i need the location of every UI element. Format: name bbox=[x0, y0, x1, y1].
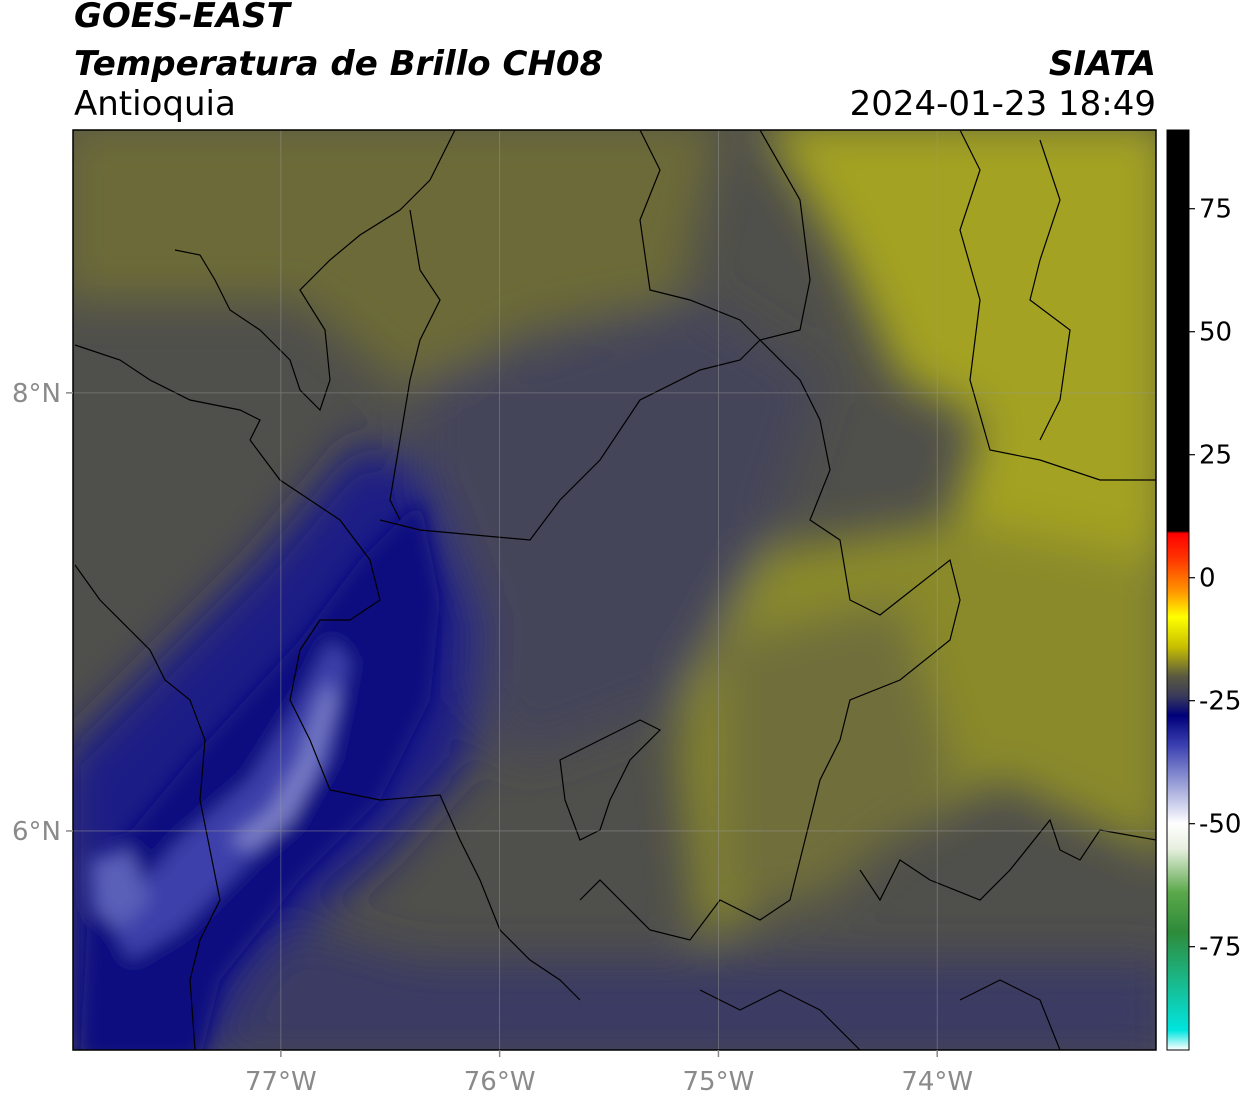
colorbar-tick-label: -25 bbox=[1199, 687, 1241, 717]
field-navy-south bbox=[73, 863, 1156, 1050]
colorbar-tick-label: 0 bbox=[1199, 564, 1216, 594]
border-antioquia-east bbox=[579, 339, 961, 941]
border-medellin-area bbox=[559, 719, 662, 841]
temperature-field bbox=[73, 130, 1156, 1050]
colorbar-tick-label: 75 bbox=[1199, 195, 1232, 225]
region-label: Antioquia bbox=[74, 84, 236, 124]
satellite-title: GOES-EAST bbox=[74, 0, 290, 36]
coastline-caribbean bbox=[74, 130, 456, 441]
colorbar-tick-label: 25 bbox=[1199, 441, 1232, 471]
datetime-label: 2024-01-23 18:49 bbox=[849, 84, 1156, 124]
colorbar-tick-label: 50 bbox=[1199, 318, 1232, 348]
lon-tick-label: 76°W bbox=[464, 1067, 536, 1097]
agency-label: SIATA bbox=[1048, 44, 1156, 84]
lat-tick-label: 8°N bbox=[12, 379, 61, 409]
border-antioquia-west bbox=[249, 439, 581, 1001]
colorbar-scale bbox=[1167, 130, 1189, 1050]
field-grey-central bbox=[420, 300, 820, 760]
field-coldest-streak bbox=[230, 680, 335, 850]
field-cold-west-edge bbox=[90, 850, 150, 930]
lon-tick-label: 74°W bbox=[901, 1067, 973, 1097]
lon-tick-label: 77°W bbox=[245, 1067, 317, 1097]
borders-coastlines bbox=[74, 130, 1156, 1050]
colorbar-tick-label: -50 bbox=[1199, 810, 1241, 840]
lon-tick-label: 75°W bbox=[683, 1067, 755, 1097]
coastline-pacific bbox=[74, 564, 221, 1050]
gridlines bbox=[73, 130, 1156, 1050]
border-antioquia-north bbox=[379, 339, 761, 541]
border-north-region bbox=[389, 130, 811, 521]
border-east-region bbox=[959, 130, 1156, 481]
map-frame bbox=[72, 129, 1157, 1051]
lat-tick-label: 6°N bbox=[12, 817, 61, 847]
field-cold-cloud-core bbox=[110, 640, 350, 960]
colorbar-ticks: 75 50 25 0 -25 -50 -75 bbox=[1189, 195, 1241, 963]
colorbar-tick-label: -75 bbox=[1199, 933, 1241, 963]
colorbar-frame bbox=[1166, 129, 1190, 1051]
field-olive-north bbox=[73, 130, 718, 400]
field-olive-southeast bbox=[720, 600, 960, 900]
longitude-axis: 77°W 76°W 75°W 74°W bbox=[245, 1050, 973, 1097]
product-title: Temperatura de Brillo CH08 bbox=[74, 44, 604, 84]
border-south-region bbox=[699, 818, 1156, 1050]
field-yellow-northeast bbox=[766, 130, 1156, 640]
latitude-axis: 8°N 6°N bbox=[12, 379, 73, 847]
colorbar: 75 50 25 0 -25 -50 -75 bbox=[1166, 129, 1241, 1051]
